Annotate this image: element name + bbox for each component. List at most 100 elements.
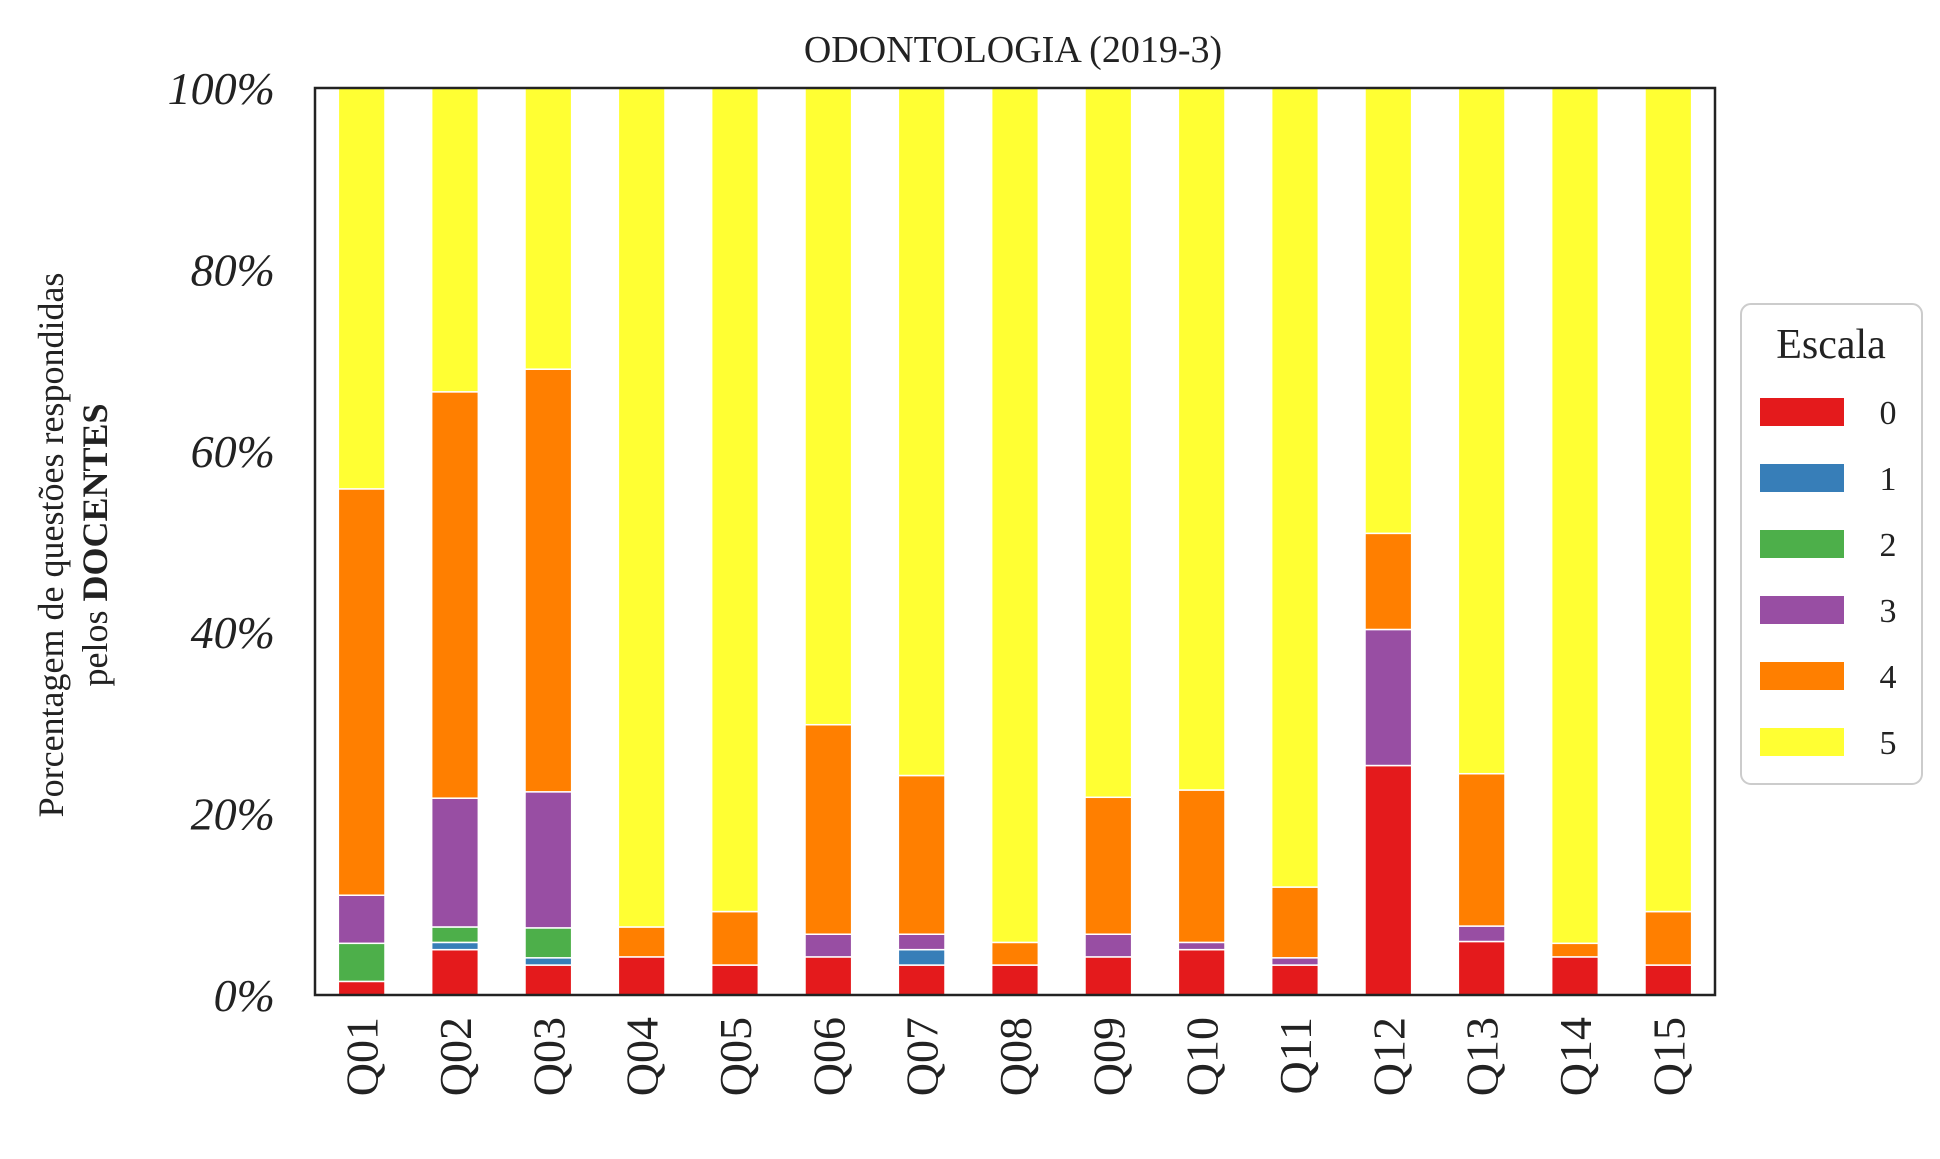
bar-q12-scale-5 [1364, 87, 1413, 535]
bar-q06-scale-4 [804, 723, 853, 935]
x-tick-label-q10: Q10 [1177, 1017, 1228, 1096]
bar-q12-scale-0 [1364, 764, 1413, 996]
bar-q02-scale-0 [430, 948, 480, 996]
bar-q06-scale-5 [804, 87, 853, 726]
x-tick-label-q01: Q01 [337, 1017, 388, 1096]
bar-q12-scale-4 [1364, 532, 1413, 631]
y-tick-label: 60% [191, 426, 275, 477]
bar-q02-scale-3 [430, 797, 480, 928]
bar-q13-scale-5 [1457, 87, 1506, 775]
y-tick-label: 80% [191, 244, 275, 295]
bar-q04-scale-0 [617, 956, 666, 996]
bar-q01-scale-2 [337, 942, 386, 983]
bar-q15-scale-5 [1644, 87, 1693, 913]
y-tick-label: 100% [168, 63, 275, 114]
bar-q08-scale-4 [990, 941, 1040, 966]
bar-q11-scale-3 [1270, 957, 1320, 966]
bar-q02-scale-2 [430, 926, 480, 944]
x-tick-label-q06: Q06 [803, 1017, 854, 1096]
bar-q10-scale-5 [1177, 87, 1226, 791]
bar-q08-scale-5 [990, 87, 1040, 944]
bar-q09-scale-5 [1084, 87, 1133, 799]
bar-q14-scale-4 [1550, 942, 1600, 958]
bar-q05-scale-4 [710, 910, 760, 966]
bar-q05-scale-0 [710, 964, 760, 996]
bar-q07-scale-4 [897, 774, 946, 935]
y-axis-label: Porcentagem de questões respondidas pelo… [31, 273, 115, 818]
bar-q01-scale-5 [337, 87, 386, 490]
x-tick-label-q15: Q15 [1643, 1017, 1694, 1096]
bar-q11-scale-4 [1270, 886, 1320, 959]
bar-q10-scale-0 [1177, 948, 1226, 996]
y-tick-label: 20% [191, 789, 275, 840]
bar-q11-scale-0 [1270, 964, 1320, 996]
bar-q10-scale-4 [1177, 789, 1226, 944]
legend-label-4: 4 [1880, 659, 1897, 696]
bar-q11-scale-5 [1270, 87, 1320, 888]
y-axis-label-line2: pelos DOCENTES [75, 403, 115, 686]
bar-q13-scale-4 [1457, 772, 1506, 927]
bar-q03-scale-0 [524, 964, 573, 996]
bar-q13-scale-0 [1457, 940, 1506, 996]
bar-q07-scale-1 [897, 948, 946, 966]
bar-q04-scale-5 [617, 87, 666, 928]
legend-label-1: 1 [1880, 461, 1897, 498]
legend-items: 0 1 2 3 4 5 [1760, 395, 1897, 762]
legend-swatch-4 [1760, 662, 1844, 690]
bar-q14-scale-5 [1550, 87, 1600, 945]
legend-title: Escala [1776, 322, 1886, 368]
legend-label-0: 0 [1880, 395, 1897, 432]
bar-q03-scale-4 [524, 368, 573, 793]
bar-q02-scale-4 [430, 391, 480, 799]
y-ticks: 0% 20% 40% 60% 80% 100% [168, 63, 275, 1021]
x-tick-label-q03: Q03 [523, 1017, 574, 1096]
x-tick-label-q11: Q11 [1270, 1017, 1321, 1095]
bar-q03-scale-1 [524, 957, 573, 966]
x-tick-label-q04: Q04 [617, 1017, 668, 1096]
x-tick-label-q02: Q02 [430, 1017, 481, 1096]
legend-label-5: 5 [1880, 725, 1897, 762]
legend-swatch-5 [1760, 728, 1844, 756]
legend-swatch-2 [1760, 530, 1844, 558]
bar-q06-scale-0 [804, 956, 853, 996]
bars-group [337, 87, 1693, 996]
bar-q07-scale-3 [897, 933, 946, 951]
y-axis-label-bold: DOCENTES [75, 403, 115, 601]
bar-q01-scale-4 [337, 488, 386, 896]
x-tick-label-q05: Q05 [710, 1017, 761, 1096]
bar-q10-scale-3 [1177, 941, 1226, 951]
bar-q09-scale-4 [1084, 796, 1133, 935]
legend-swatch-3 [1760, 596, 1844, 624]
x-tick-label-q07: Q07 [897, 1017, 948, 1096]
y-axis-label-prefix: pelos [75, 602, 115, 687]
x-tick-label-q08: Q08 [990, 1017, 1041, 1096]
bar-q01-scale-3 [337, 894, 386, 945]
chart-title: ODONTOLOGIA (2019-3) [804, 29, 1222, 71]
y-axis-label-line1: Porcentagem de questões respondidas [31, 273, 71, 818]
legend-label-2: 2 [1880, 527, 1897, 564]
bar-q03-scale-5 [524, 87, 573, 370]
bar-q08-scale-0 [990, 964, 1040, 996]
x-ticks: Q01 Q02 Q03 Q04 Q05 Q06 Q07 Q08 Q09 Q10 Q11 Q12 Q13 Q… [337, 1017, 1695, 1096]
bar-q01-scale-0 [337, 980, 386, 996]
bar-q15-scale-4 [1644, 910, 1693, 966]
bar-q07-scale-0 [897, 964, 946, 996]
legend: Escala 0 1 2 3 4 5 [1740, 303, 1923, 785]
bar-q12-scale-3 [1364, 628, 1413, 767]
legend-swatch-0 [1760, 398, 1844, 426]
bar-q02-scale-1 [430, 941, 480, 951]
bar-q03-scale-2 [524, 927, 573, 959]
legend-swatch-1 [1760, 464, 1844, 492]
bar-q06-scale-3 [804, 933, 853, 958]
x-tick-label-q09: Q09 [1083, 1017, 1134, 1096]
bar-q09-scale-3 [1084, 933, 1133, 958]
bar-q07-scale-5 [897, 87, 946, 777]
bar-q04-scale-4 [617, 926, 666, 958]
x-tick-label-q13: Q13 [1457, 1017, 1508, 1096]
bar-q15-scale-0 [1644, 964, 1693, 996]
y-tick-label: 0% [214, 970, 275, 1021]
bar-q02-scale-5 [430, 87, 480, 393]
plot-frame [313, 86, 1717, 997]
x-tick-label-q12: Q12 [1363, 1017, 1414, 1096]
